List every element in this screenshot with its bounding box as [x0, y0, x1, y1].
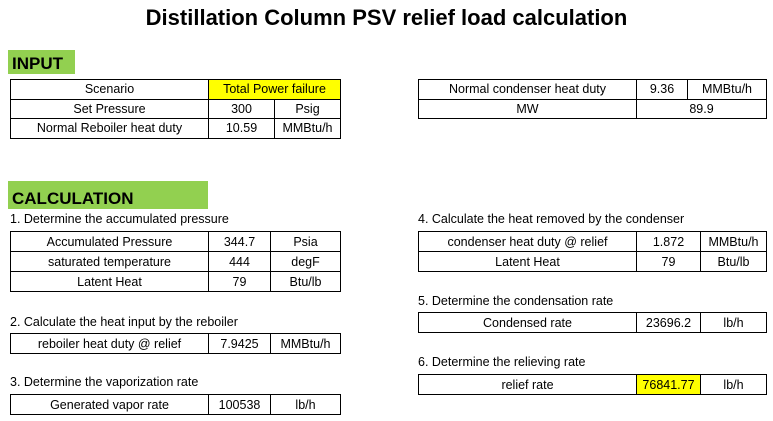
unit-cell: degF	[270, 251, 341, 272]
unit-cell: MMBtu/h	[700, 231, 767, 252]
row-label: saturated temperature	[10, 251, 209, 272]
row-label: Normal Reboiler heat duty	[10, 118, 209, 139]
row-label: Latent Heat	[418, 251, 637, 272]
unit-cell: lb/h	[270, 394, 341, 415]
value-cell: 344.7	[208, 231, 271, 252]
unit-cell: MMBtu/h	[687, 79, 767, 100]
row-label: Set Pressure	[10, 98, 209, 119]
value-cell: 89.9	[636, 98, 767, 119]
unit-cell: Psig	[274, 98, 341, 119]
value-cell: 1.872	[636, 231, 701, 252]
unit-cell: Btu/lb	[700, 251, 767, 272]
section-heading: 6. Determine the relieving rate	[418, 355, 586, 369]
section-heading: 4. Calculate the heat removed by the con…	[418, 212, 685, 226]
value-cell: 9.36	[636, 79, 688, 100]
value-cell: 76841.77	[636, 374, 701, 395]
section-heading: 2. Calculate the heat input by the reboi…	[10, 315, 238, 329]
value-cell: 10.59	[208, 118, 275, 139]
row-label: condenser heat duty @ relief	[418, 231, 637, 252]
section-heading: 5. Determine the condensation rate	[418, 294, 614, 308]
unit-cell: Btu/lb	[270, 271, 341, 292]
section-heading: 3. Determine the vaporization rate	[10, 375, 199, 389]
value-cell: 300	[208, 98, 275, 119]
unit-cell: Psia	[270, 231, 341, 252]
unit-cell: MMBtu/h	[270, 333, 341, 354]
unit-cell: lb/h	[700, 312, 767, 333]
row-label: Normal condenser heat duty	[418, 79, 637, 100]
row-label: reboiler heat duty @ relief	[10, 333, 209, 354]
row-label: relief rate	[418, 374, 637, 395]
row-label: Generated vapor rate	[10, 394, 209, 415]
value-cell: 7.9425	[208, 333, 271, 354]
value-cell: 23696.2	[636, 312, 701, 333]
unit-cell: lb/h	[700, 374, 767, 395]
value-cell: 100538	[208, 394, 271, 415]
unit-cell: MMBtu/h	[274, 118, 341, 139]
value-cell: 79	[636, 251, 701, 272]
calculation-heading: CALCULATION	[8, 181, 208, 209]
row-label: MW	[418, 98, 637, 119]
value-cell: 79	[208, 271, 271, 292]
section-heading: 1. Determine the accumulated pressure	[10, 212, 229, 226]
row-label: Condensed rate	[418, 312, 637, 333]
row-label: Latent Heat	[10, 271, 209, 292]
title: Distillation Column PSV relief load calc…	[145, 5, 628, 30]
row-label: Accumulated Pressure	[10, 231, 209, 252]
value-cell: 444	[208, 251, 271, 272]
row-label: Scenario	[10, 79, 209, 100]
input-heading: INPUT	[8, 50, 75, 74]
value-cell: Total Power failure	[208, 79, 341, 100]
